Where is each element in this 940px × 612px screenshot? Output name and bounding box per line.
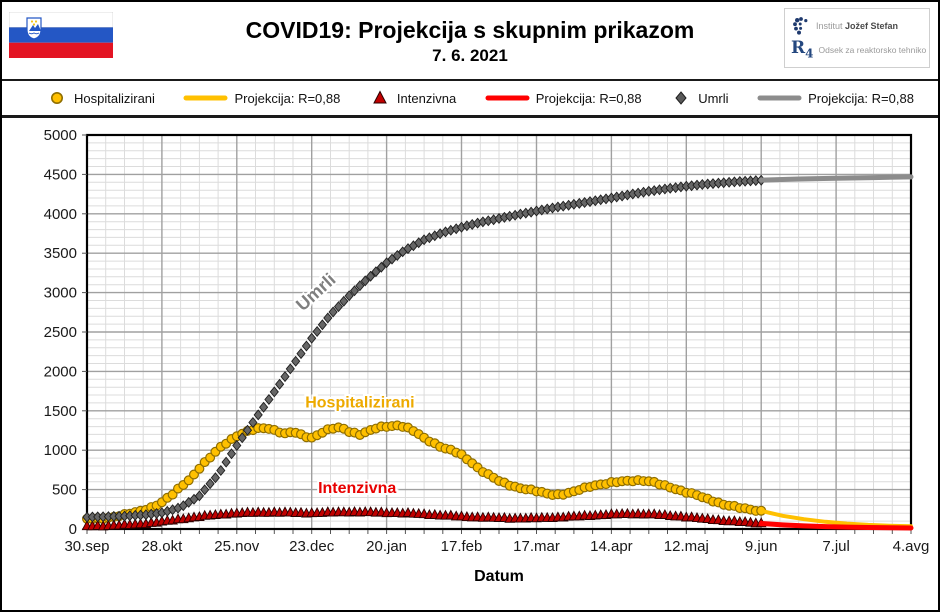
svg-text:28.okt: 28.okt xyxy=(141,538,183,555)
svg-text:Datum: Datum xyxy=(474,568,524,585)
svg-text:500: 500 xyxy=(52,482,77,499)
legend-label: Umrli xyxy=(698,90,729,106)
svg-text:4000: 4000 xyxy=(44,206,77,223)
legend-item-projekcija-r-0-88-3: Projekcija: R=0,88 xyxy=(485,89,642,107)
svg-text:17.feb: 17.feb xyxy=(441,538,483,555)
svg-text:1500: 1500 xyxy=(44,403,77,420)
chart-area: 30.sep 28.okt 25.nov 23.dec 20.jan 17.feb 17.m… xyxy=(2,118,938,604)
legend-label: Projekcija: R=0,88 xyxy=(535,90,642,106)
institute-name: Institut Jožef Stefan xyxy=(816,21,898,31)
legend-label: Hospitalizirani xyxy=(74,90,155,106)
legend-item-umrli-4: Umrli xyxy=(670,89,729,107)
chart-legend: Hospitalizirani Projekcija: R=0,88 Intenzi… xyxy=(2,81,938,118)
line-swatch-icon xyxy=(757,95,802,101)
svg-text:2000: 2000 xyxy=(44,363,77,380)
legend-item-hospitalizirani-0: Hospitalizirani xyxy=(46,89,155,107)
page-date: 7. 6. 2021 xyxy=(432,46,508,66)
svg-text:12.maj: 12.maj xyxy=(664,538,709,555)
svg-text:4500: 4500 xyxy=(44,166,77,183)
svg-text:Hospitalizirani: Hospitalizirani xyxy=(305,394,414,411)
institution-logos: Institut Jožef Stefan R4 Odsek za reakto… xyxy=(784,8,930,68)
svg-text:3500: 3500 xyxy=(44,245,77,262)
legend-item-intenzivna-2: Intenzivna xyxy=(369,89,456,107)
legend-label: Projekcija: R=0,88 xyxy=(234,90,341,106)
svg-text:3000: 3000 xyxy=(44,285,77,302)
circle-swatch-icon xyxy=(51,92,63,104)
svg-text:14.apr: 14.apr xyxy=(590,538,633,555)
svg-text:25.nov: 25.nov xyxy=(214,538,260,555)
legend-label: Projekcija: R=0,88 xyxy=(808,90,914,106)
r4-logo: R4 xyxy=(791,38,814,61)
svg-text:23.dec: 23.dec xyxy=(289,538,335,555)
chart-titles: COVID19: Projekcija s skupnim prikazom 7… xyxy=(246,17,695,66)
line-swatch-icon xyxy=(183,95,228,101)
svg-text:0: 0 xyxy=(69,521,77,538)
institute-name-bold: Jožef Stefan xyxy=(845,21,899,32)
svg-text:Intenzivna: Intenzivna xyxy=(318,480,396,497)
coat-of-arms xyxy=(26,17,42,40)
ijs-logo-row: Institut Jožef Stefan xyxy=(791,16,923,36)
svg-text:4.avg: 4.avg xyxy=(893,538,930,555)
projection-chart: 30.sep 28.okt 25.nov 23.dec 20.jan 17.feb 17.m… xyxy=(44,127,930,585)
legend-item-projekcija-r-0-88-1: Projekcija: R=0,88 xyxy=(183,89,340,107)
header: COVID19: Projekcija s skupnim prikazom 7… xyxy=(2,2,938,81)
page-title: COVID19: Projekcija s skupnim prikazom xyxy=(245,17,695,43)
svg-text:7.jul: 7.jul xyxy=(822,538,850,555)
department-name: Odsek za reaktorsko tehniko xyxy=(818,45,927,56)
legend-item-projekcija-r-0-88-5: Projekcija: R=0,88 xyxy=(757,89,914,107)
svg-text:17.mar: 17.mar xyxy=(513,538,560,555)
svg-text:20.jan: 20.jan xyxy=(366,538,407,555)
svg-text:2500: 2500 xyxy=(44,324,77,341)
svg-text:30.sep: 30.sep xyxy=(64,538,109,555)
slovenia-flag-icon xyxy=(9,12,113,58)
institute-name-light: Institut xyxy=(816,21,843,32)
r4-logo-row: R4 Odsek za reaktorsko tehniko xyxy=(791,38,926,61)
diamond-swatch-icon xyxy=(675,91,687,105)
line-swatch-icon xyxy=(485,95,530,101)
legend-label: Intenzivna xyxy=(396,90,457,106)
triangle-swatch-icon xyxy=(373,90,387,104)
ijs-dots-logo-icon xyxy=(793,17,808,35)
svg-text:9.jun: 9.jun xyxy=(745,538,778,555)
svg-text:5000: 5000 xyxy=(44,127,77,144)
svg-text:1000: 1000 xyxy=(44,442,77,459)
